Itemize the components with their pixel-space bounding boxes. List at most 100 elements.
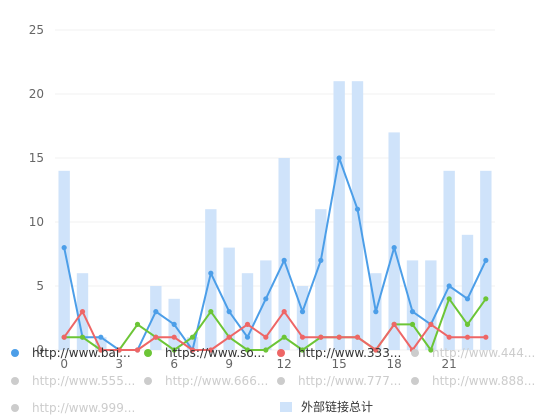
series-point: [208, 347, 214, 353]
legend-swatch: [11, 349, 19, 357]
bar: [241, 273, 254, 350]
series-point: [208, 309, 214, 315]
series-point: [98, 347, 104, 353]
series-point: [299, 334, 306, 340]
legend-label: http://www.666...: [165, 374, 268, 388]
y-tick-label: 10: [29, 215, 44, 229]
legend-item: http://www.777...: [277, 374, 401, 388]
series-point: [409, 321, 416, 327]
series-point: [483, 257, 489, 263]
series-point: [208, 270, 214, 276]
series-point: [483, 334, 489, 340]
legend-item: 外部链接总计: [280, 399, 373, 414]
series-point: [318, 334, 324, 340]
legend-swatch: [11, 404, 19, 412]
series-point: [281, 257, 287, 263]
series-point: [263, 296, 269, 302]
series-line: [63, 310, 486, 351]
legend-swatch: [411, 377, 419, 385]
legend: http://www.bai... https://www.so... http:/…: [11, 346, 535, 415]
series-point: [134, 347, 141, 353]
legend-item: http://www.888...: [411, 374, 535, 388]
series-point: [483, 296, 489, 302]
y-tick-label: 15: [29, 151, 44, 165]
series-point: [281, 309, 287, 315]
line-series: [61, 155, 489, 353]
series-point: [354, 206, 361, 212]
bar: [223, 247, 235, 350]
legend-item: http://www.bai...: [11, 346, 131, 360]
x-tick-label: 9: [225, 357, 233, 371]
series-point: [391, 245, 397, 251]
series-line: [63, 157, 487, 351]
legend-swatch: [277, 377, 285, 385]
series-point: [171, 347, 177, 353]
bar: [278, 158, 290, 350]
legend-item: http://www.333...: [277, 346, 401, 360]
series-point: [428, 321, 434, 327]
legend-label: http://www.999...: [32, 401, 135, 415]
legend-label: http://www.bai...: [32, 346, 131, 360]
x-tick-label: 0: [60, 357, 68, 371]
legend-label: https://www.so...: [165, 346, 265, 360]
legend-item: https://www.so...: [144, 346, 265, 360]
series-point: [134, 321, 141, 327]
series-line: [64, 297, 487, 351]
legend-label: 外部链接总计: [301, 399, 373, 414]
legend-swatch: [277, 349, 285, 357]
series-point: [153, 309, 159, 315]
bar: [461, 234, 474, 350]
series-point: [226, 309, 232, 315]
legend-label: http://www.333...: [298, 346, 401, 360]
series-point: [171, 334, 177, 340]
legend-label: http://www.555...: [32, 374, 135, 388]
bar: [406, 260, 419, 350]
legend-swatch: [144, 377, 152, 385]
bar: [388, 132, 400, 350]
series-point: [98, 334, 104, 340]
series-point: [299, 309, 306, 315]
x-tick-label: 21: [442, 357, 457, 371]
series-point: [79, 309, 86, 315]
series-point: [464, 321, 471, 327]
x-tick-label: 6: [170, 357, 178, 371]
y-tick-label: 5: [36, 279, 44, 293]
bar: [443, 170, 455, 350]
x-tick-label: 18: [387, 357, 402, 371]
series-point: [409, 309, 416, 315]
x-tick-label: 15: [332, 357, 347, 371]
legend-swatch: [411, 349, 419, 357]
bar: [351, 81, 364, 350]
series-point: [299, 347, 306, 353]
legend-item: http://www.999...: [11, 401, 135, 415]
series-point: [391, 321, 397, 327]
series-point: [281, 334, 287, 340]
series-point: [336, 155, 342, 161]
series-point: [116, 347, 122, 353]
legend-item: http://www.444...: [411, 346, 535, 360]
series-point: [189, 347, 196, 353]
y-tick-label: 0: [36, 343, 44, 357]
series-point: [373, 309, 379, 315]
bar: [186, 337, 199, 350]
series-point: [244, 334, 251, 340]
bar: [205, 209, 217, 350]
series-point: [318, 257, 324, 263]
bar: [95, 337, 107, 350]
grid-lines: [55, 29, 495, 351]
series-point: [446, 334, 452, 340]
series-point: [373, 347, 379, 353]
series-point: [464, 296, 471, 302]
legend-item: http://www.666...: [144, 374, 268, 388]
series-point: [189, 334, 196, 340]
x-tick-label: 3: [115, 357, 123, 371]
legend-label: http://www.888...: [432, 374, 535, 388]
legend-item: http://www.555...: [11, 374, 135, 388]
bar: [150, 286, 162, 350]
bar: [425, 260, 437, 350]
series-point: [428, 347, 434, 353]
bar: [333, 81, 345, 350]
series-point: [244, 321, 251, 327]
series-point: [171, 321, 177, 327]
legend-swatch: [144, 349, 152, 357]
